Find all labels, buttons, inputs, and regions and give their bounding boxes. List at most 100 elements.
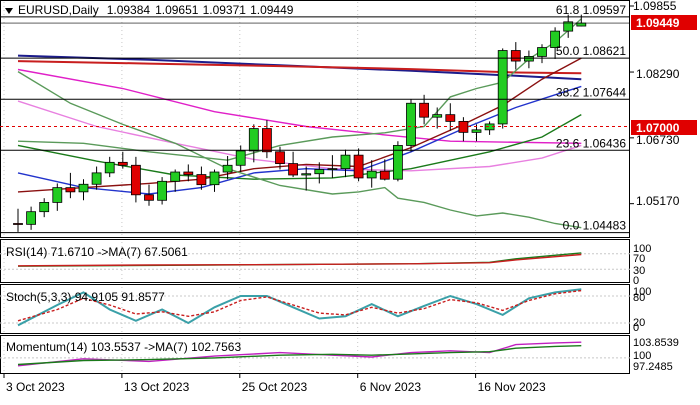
candle-body: [419, 102, 430, 118]
candle-body: [576, 22, 587, 27]
stoch-axis-20: 20: [633, 317, 645, 329]
candle-body: [65, 187, 76, 193]
main-panel-frame: [0, 0, 630, 238]
time-axis: 3 Oct 2023 13 Oct 2023 25 Oct 2023 6 Nov 20…: [3, 374, 546, 394]
level-price-label: 1.07000: [636, 121, 680, 135]
candle-body: [471, 129, 482, 133]
candle-body: [445, 114, 456, 122]
stoch-axis-100: 100: [633, 286, 651, 298]
time-tick-label: 13 Oct 2023: [124, 380, 190, 394]
stoch-axis-0: 0: [633, 322, 639, 334]
candlesticks: [13, 14, 587, 232]
fib-level-label: 38.2 1.07644: [556, 85, 626, 99]
candle-body: [209, 171, 220, 186]
overlay-line-3: [17, 68, 582, 144]
rsi-axis-100: 100: [633, 243, 651, 255]
candle-body: [392, 145, 403, 180]
candle-body: [314, 169, 325, 175]
candle-body: [144, 194, 154, 201]
candle-body: [432, 114, 443, 118]
price-label-4: 1.05170: [636, 194, 680, 208]
candle-body: [550, 30, 560, 48]
candle-body: [196, 174, 207, 186]
candle-body: [235, 150, 246, 166]
candle-body: [563, 21, 574, 32]
overlay-line-9: [17, 18, 582, 161]
candle-body: [353, 154, 364, 179]
candle-body: [379, 170, 390, 180]
candle-body: [222, 164, 233, 173]
candle-body: [26, 211, 37, 225]
stoch-panel-frame: [0, 284, 630, 334]
candle-body: [157, 180, 168, 201]
candle-body: [39, 202, 50, 213]
overlay-line-8: [17, 71, 582, 229]
candle-body: [510, 50, 521, 62]
momentum-axis-mid: 100: [633, 350, 651, 362]
fib-level-label: 50.0 1.08621: [556, 44, 626, 58]
candle-body: [340, 154, 351, 170]
rsi-panel-frame: [0, 239, 630, 283]
momentum-label: Momentum(14) 103.5537 ->MA(7) 102.7563: [6, 340, 241, 354]
triangle-down-icon[interactable]: [5, 8, 13, 14]
price-label-1: 1.09855: [633, 0, 677, 13]
candle-body: [497, 50, 508, 125]
candle-body: [91, 172, 102, 185]
price-label-3: 1.06730: [636, 133, 680, 147]
candle-body: [537, 47, 547, 57]
candle-body: [366, 170, 377, 179]
time-tick-label: 16 Nov 2023: [478, 380, 546, 394]
current-price-badge: [631, 15, 697, 30]
moving-average-overlays: [17, 18, 582, 229]
fib-level-label: 23.6 1.06436: [556, 136, 626, 150]
rsi-axis-0: 0: [633, 275, 639, 287]
indicator-line-2: [17, 345, 582, 366]
rsi-grid: [0, 242, 630, 281]
stoch-grid: [0, 287, 630, 332]
momentum-lines: [17, 341, 582, 367]
indicator-line-2: [17, 289, 582, 322]
rsi-axis-30: 30: [633, 265, 645, 277]
fib-level-label: 61.8 1.09597: [556, 3, 626, 17]
candle-body: [288, 163, 299, 176]
fib-level-label: 0.0 1.04483: [563, 219, 627, 233]
time-tick-label: 3 Oct 2023: [6, 380, 65, 394]
indicator-line-1: [17, 288, 582, 327]
candle-body: [301, 173, 312, 176]
rsi-axis-70: 70: [633, 253, 645, 265]
overlay-line-4: [17, 100, 582, 172]
price-label-2: 1.08290: [636, 67, 680, 81]
candle-body: [52, 187, 63, 203]
momentum-axis-bottom: 97.2485: [633, 361, 673, 373]
stoch-label: Stoch(5,3,3) 94.9105 91.8577: [6, 290, 165, 304]
candle-body: [117, 161, 128, 166]
rsi-lines: [17, 252, 582, 267]
stoch-lines: [17, 288, 582, 327]
overlay-line-2: [17, 60, 582, 75]
candle-body: [406, 102, 416, 146]
candle-body: [170, 171, 181, 182]
rsi-label: RSI(14) 71.6710 ->MA(7) 67.5061: [6, 245, 188, 259]
stoch-axis-80: 80: [633, 292, 645, 304]
indicator-line-1: [17, 341, 582, 367]
level-badge: [631, 120, 697, 135]
candle-body: [261, 128, 272, 153]
candle-body: [104, 161, 115, 174]
candle-body: [248, 128, 259, 152]
candle-body: [183, 171, 194, 175]
current-price-label: 1.09449: [636, 16, 680, 30]
momentum-axis-top: 103.8539: [633, 337, 679, 349]
time-tick-label: 25 Oct 2023: [242, 380, 308, 394]
candle-body: [78, 183, 89, 193]
candle-body: [275, 151, 285, 164]
fibonacci-levels: 61.8 1.09597 50.0 1.08621 38.2 1.07644 23.6…: [0, 3, 630, 234]
time-tick-label: 6 Nov 2023: [360, 380, 422, 394]
price-axis: [630, 5, 634, 205]
candle-body: [13, 223, 23, 225]
candle-body: [327, 168, 338, 171]
chart-header: EURUSD,Daily 1.09384 1.09651 1.09371 1.09449: [18, 3, 294, 17]
candle-body: [524, 56, 534, 62]
candle-body: [130, 164, 141, 196]
